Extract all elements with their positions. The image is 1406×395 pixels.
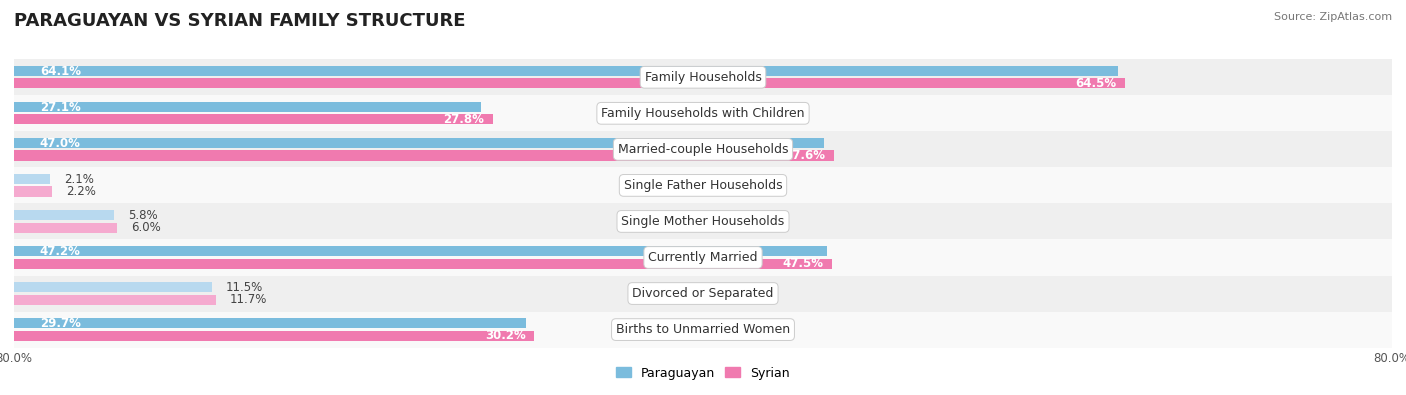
Text: 2.1%: 2.1% xyxy=(65,173,94,186)
Text: 47.2%: 47.2% xyxy=(39,245,80,258)
Bar xyxy=(14,295,215,305)
Bar xyxy=(14,78,1125,88)
Text: 6.0%: 6.0% xyxy=(131,221,160,234)
Bar xyxy=(14,115,494,124)
Text: 5.8%: 5.8% xyxy=(128,209,157,222)
Text: Source: ZipAtlas.com: Source: ZipAtlas.com xyxy=(1274,12,1392,22)
Text: Family Households: Family Households xyxy=(644,71,762,84)
Bar xyxy=(14,102,481,112)
Bar xyxy=(14,95,1392,131)
Text: 11.5%: 11.5% xyxy=(226,281,263,294)
Text: 11.7%: 11.7% xyxy=(229,293,267,306)
Legend: Paraguayan, Syrian: Paraguayan, Syrian xyxy=(612,361,794,385)
Bar xyxy=(14,167,1392,203)
Text: 64.5%: 64.5% xyxy=(1076,77,1116,90)
Bar xyxy=(14,131,1392,167)
Text: 27.8%: 27.8% xyxy=(443,113,484,126)
Text: PARAGUAYAN VS SYRIAN FAMILY STRUCTURE: PARAGUAYAN VS SYRIAN FAMILY STRUCTURE xyxy=(14,12,465,30)
Text: 29.7%: 29.7% xyxy=(39,317,80,330)
Text: 2.2%: 2.2% xyxy=(66,185,96,198)
Text: 30.2%: 30.2% xyxy=(485,329,526,342)
Bar xyxy=(14,150,834,160)
Bar xyxy=(14,66,1118,76)
Text: Married-couple Households: Married-couple Households xyxy=(617,143,789,156)
Bar xyxy=(14,276,1392,312)
Bar xyxy=(14,239,1392,276)
Bar xyxy=(14,318,526,329)
Text: Single Mother Households: Single Mother Households xyxy=(621,215,785,228)
Text: 47.0%: 47.0% xyxy=(39,137,80,150)
Text: Births to Unmarried Women: Births to Unmarried Women xyxy=(616,323,790,336)
Text: 27.1%: 27.1% xyxy=(39,101,80,114)
Bar xyxy=(14,138,824,148)
Bar xyxy=(14,222,118,233)
Text: 47.6%: 47.6% xyxy=(785,149,825,162)
Bar xyxy=(14,282,212,292)
Bar xyxy=(14,186,52,197)
Text: Currently Married: Currently Married xyxy=(648,251,758,264)
Bar xyxy=(14,331,534,341)
Text: Family Households with Children: Family Households with Children xyxy=(602,107,804,120)
Text: Divorced or Separated: Divorced or Separated xyxy=(633,287,773,300)
Bar xyxy=(14,312,1392,348)
Bar xyxy=(14,246,827,256)
Text: 64.1%: 64.1% xyxy=(39,65,82,78)
Text: 47.5%: 47.5% xyxy=(783,257,824,270)
Bar xyxy=(14,59,1392,95)
Bar xyxy=(14,210,114,220)
Bar xyxy=(14,203,1392,239)
Bar xyxy=(14,174,51,184)
Bar xyxy=(14,259,832,269)
Text: Single Father Households: Single Father Households xyxy=(624,179,782,192)
